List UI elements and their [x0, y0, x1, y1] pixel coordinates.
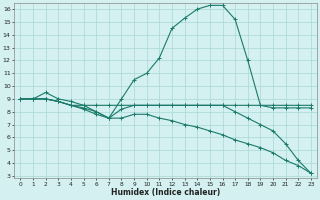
X-axis label: Humidex (Indice chaleur): Humidex (Indice chaleur) — [111, 188, 220, 197]
